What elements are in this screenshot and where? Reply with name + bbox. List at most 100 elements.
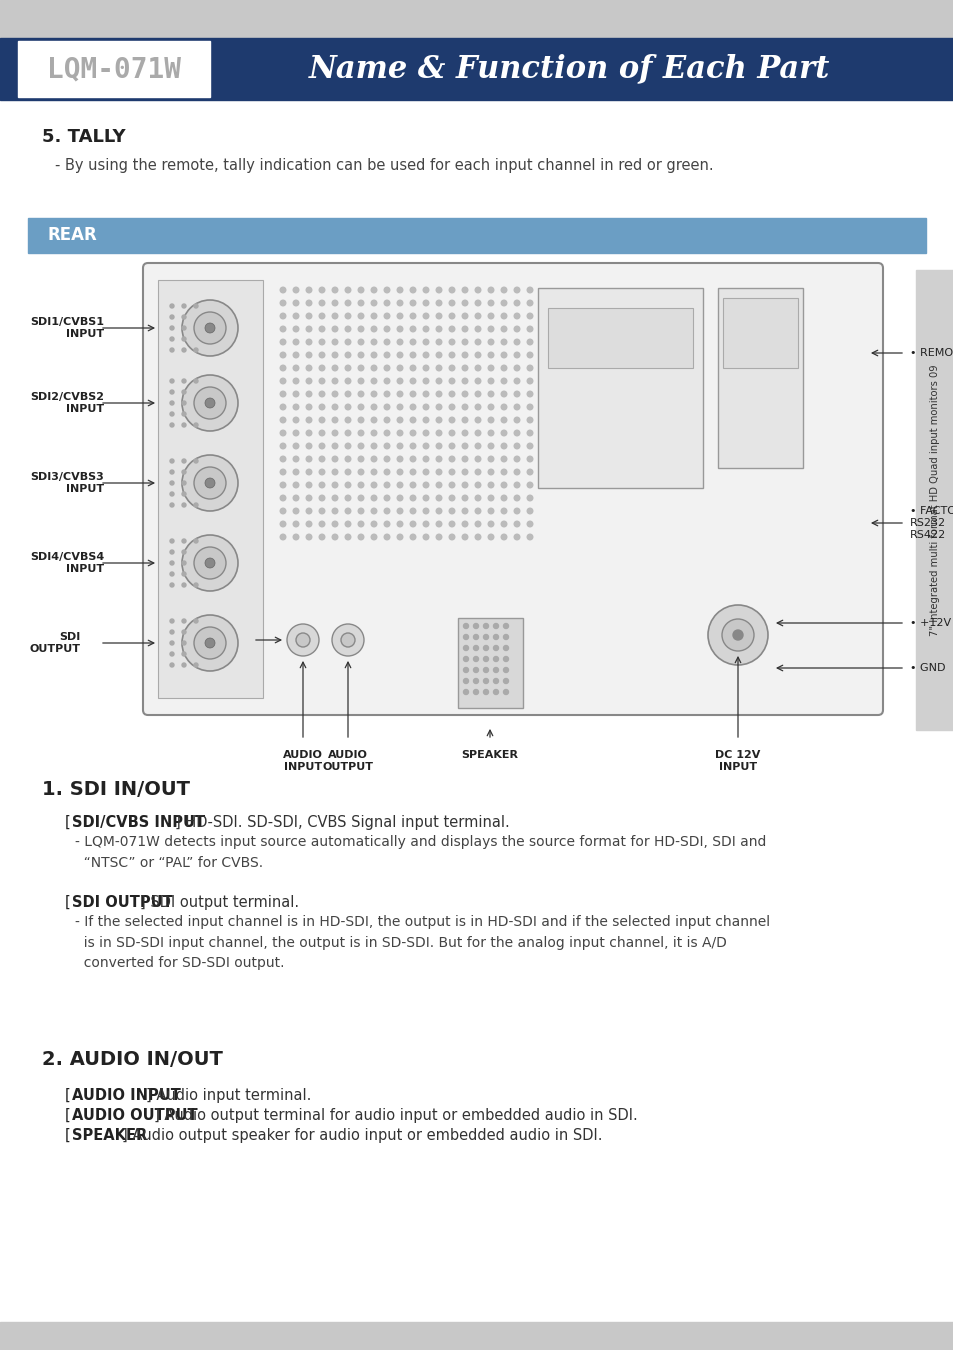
Text: 7" Integrated multi format HD Quad input monitors 09: 7" Integrated multi format HD Quad input…: [929, 364, 939, 636]
Circle shape: [193, 583, 198, 587]
Circle shape: [170, 641, 173, 645]
Circle shape: [410, 327, 416, 332]
Circle shape: [436, 366, 441, 371]
Text: SDI3/CVBS3
INPUT: SDI3/CVBS3 INPUT: [30, 472, 104, 494]
Circle shape: [332, 288, 337, 293]
Circle shape: [280, 300, 286, 306]
Circle shape: [449, 417, 455, 423]
Circle shape: [182, 562, 186, 566]
Circle shape: [475, 482, 480, 487]
Circle shape: [384, 300, 390, 306]
Circle shape: [371, 495, 376, 501]
Circle shape: [436, 352, 441, 358]
Circle shape: [461, 352, 467, 358]
Circle shape: [332, 404, 337, 410]
Circle shape: [371, 366, 376, 371]
Bar: [457, 618, 522, 707]
Circle shape: [345, 470, 351, 475]
Circle shape: [463, 679, 468, 683]
Circle shape: [475, 495, 480, 501]
Circle shape: [280, 313, 286, 319]
Circle shape: [475, 288, 480, 293]
Circle shape: [707, 605, 767, 666]
Bar: [0, 1322, 953, 1350]
Circle shape: [357, 482, 363, 487]
Circle shape: [182, 481, 186, 485]
Circle shape: [396, 378, 402, 383]
Circle shape: [410, 339, 416, 344]
Circle shape: [345, 456, 351, 462]
Circle shape: [170, 620, 173, 622]
Circle shape: [170, 304, 173, 308]
Circle shape: [182, 423, 186, 427]
Circle shape: [493, 624, 498, 629]
Circle shape: [193, 387, 226, 418]
Circle shape: [345, 482, 351, 487]
Circle shape: [170, 630, 173, 634]
Circle shape: [205, 398, 214, 408]
Circle shape: [170, 549, 173, 553]
Circle shape: [332, 482, 337, 487]
Circle shape: [319, 495, 324, 501]
Text: AUDIO
OUTPUT: AUDIO OUTPUT: [322, 751, 374, 772]
Circle shape: [306, 495, 312, 501]
Circle shape: [449, 404, 455, 410]
Circle shape: [170, 325, 173, 329]
Circle shape: [280, 404, 286, 410]
Circle shape: [332, 366, 337, 371]
Circle shape: [436, 495, 441, 501]
Circle shape: [293, 417, 298, 423]
Text: ] HD-SDI. SD-SDI, CVBS Signal input terminal.: ] HD-SDI. SD-SDI, CVBS Signal input term…: [174, 815, 509, 830]
Circle shape: [306, 535, 312, 540]
Circle shape: [332, 417, 337, 423]
Text: - By using the remote, tally indication can be used for each input channel in re: - By using the remote, tally indication …: [55, 158, 713, 173]
Circle shape: [319, 521, 324, 526]
Circle shape: [461, 535, 467, 540]
Circle shape: [503, 690, 508, 694]
Circle shape: [332, 378, 337, 383]
Circle shape: [306, 417, 312, 423]
Circle shape: [410, 392, 416, 397]
Circle shape: [170, 583, 173, 587]
Circle shape: [357, 535, 363, 540]
Circle shape: [396, 300, 402, 306]
Circle shape: [396, 482, 402, 487]
Circle shape: [396, 443, 402, 448]
Circle shape: [500, 327, 506, 332]
Bar: [0, 38, 953, 100]
Circle shape: [500, 378, 506, 383]
Circle shape: [423, 443, 428, 448]
Circle shape: [371, 392, 376, 397]
Circle shape: [461, 456, 467, 462]
Circle shape: [527, 378, 532, 383]
Text: SPEAKER: SPEAKER: [461, 751, 518, 760]
Text: [: [: [65, 1088, 71, 1103]
Circle shape: [410, 313, 416, 319]
Circle shape: [436, 470, 441, 475]
Circle shape: [461, 366, 467, 371]
Text: LQM-071W: LQM-071W: [47, 55, 181, 82]
Circle shape: [436, 392, 441, 397]
Circle shape: [193, 423, 198, 427]
Circle shape: [306, 378, 312, 383]
Circle shape: [488, 339, 494, 344]
Circle shape: [488, 352, 494, 358]
Circle shape: [306, 339, 312, 344]
Circle shape: [396, 470, 402, 475]
Circle shape: [436, 431, 441, 436]
Circle shape: [423, 521, 428, 526]
Circle shape: [410, 456, 416, 462]
Text: AUDIO OUTPUT: AUDIO OUTPUT: [71, 1108, 197, 1123]
Circle shape: [280, 378, 286, 383]
Circle shape: [193, 626, 226, 659]
Text: SDI2/CVBS2
INPUT: SDI2/CVBS2 INPUT: [30, 393, 104, 414]
Circle shape: [423, 327, 428, 332]
Circle shape: [449, 366, 455, 371]
Circle shape: [396, 288, 402, 293]
Circle shape: [500, 392, 506, 397]
Circle shape: [500, 470, 506, 475]
Circle shape: [332, 521, 337, 526]
Circle shape: [436, 288, 441, 293]
Circle shape: [461, 313, 467, 319]
Circle shape: [475, 417, 480, 423]
